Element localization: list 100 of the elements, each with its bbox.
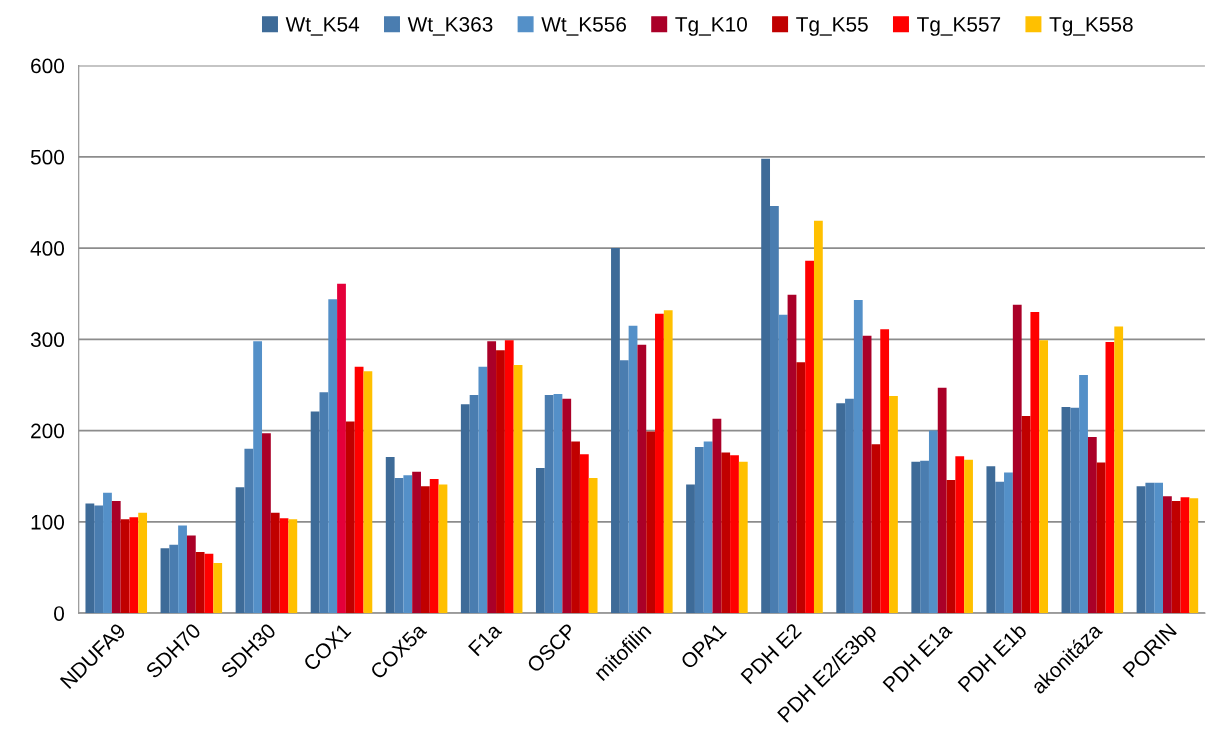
bar [730,455,739,614]
bar [288,519,298,614]
legend-label: Wt_K363 [407,16,493,36]
bar [244,448,254,614]
bar [253,341,263,614]
legend-label: Tg_K10 [675,16,747,36]
bar [813,220,823,614]
bar [770,206,779,614]
bar [337,283,346,614]
bar [995,481,1005,614]
bar [111,500,121,614]
bar [880,329,890,614]
bar [845,398,854,614]
bar [103,492,112,614]
bar [1070,407,1080,614]
bar [535,468,545,614]
bar [487,341,497,614]
bar [85,503,95,614]
bar [120,519,130,614]
bar [1012,304,1022,614]
legend-label: Tg_K55 [796,17,868,36]
bar [403,475,413,614]
bar [761,158,771,614]
bar [1163,496,1172,614]
bar [178,525,187,614]
bar [964,459,973,614]
bar [195,551,205,614]
bar [279,518,289,614]
bar [262,433,271,614]
bar [836,403,846,614]
bar [571,441,580,614]
bar [270,512,280,614]
y-tick-label: 300 [30,332,65,348]
bar [94,505,104,614]
bar [160,548,170,614]
bar [694,447,704,614]
bar [1079,374,1088,614]
bar [721,452,731,614]
bar [646,431,656,614]
bar [460,404,470,614]
bar [478,366,488,614]
bar [712,418,722,614]
bar [138,512,148,614]
bar [778,314,788,614]
legend-label: Tg_K557 [917,17,1001,36]
bar [345,421,355,614]
bar [1145,482,1155,614]
bar [235,487,245,614]
bar [544,395,554,614]
bar [579,454,589,614]
bar [1096,462,1106,614]
bar [1189,498,1199,614]
bar [787,294,797,614]
bar [619,360,629,614]
bar [204,553,214,614]
bar [946,479,956,614]
bar [310,411,320,614]
bar [169,544,179,614]
bar [438,484,448,614]
bar [588,478,598,614]
y-tick-label: 0 [54,606,65,621]
bar [394,478,404,614]
bar [628,325,638,614]
bar [928,430,938,614]
bar [637,344,647,614]
bar [853,300,863,614]
bar [1004,472,1013,614]
bar [889,395,898,614]
bar [686,484,695,614]
bar [1154,482,1164,614]
x-tick-label: F1a [468,622,503,657]
bar [412,471,421,614]
bar [385,457,395,614]
bar [562,398,572,614]
bar [1114,326,1124,614]
bar [354,366,364,614]
bar [805,260,814,614]
bar [363,371,373,614]
bar [1061,406,1071,614]
bar [319,392,329,614]
bar [504,340,514,614]
bar [911,461,921,614]
bar [469,395,479,614]
bar [129,517,139,614]
bar [1105,342,1115,614]
bar [986,466,996,614]
y-tick-label: 200 [31,423,65,439]
bar [871,444,881,614]
bar [328,299,338,614]
legend-label: Tg_K558 [1049,16,1133,36]
bar [1136,486,1146,614]
bar [1180,497,1190,614]
bar [862,335,872,614]
legend-label: Wt_K556 [541,16,626,36]
legend-label: Wt_K54 [285,17,360,36]
bar [186,535,196,614]
y-tick-label: 400 [30,241,65,256]
bar [420,486,430,614]
bar [955,456,965,614]
bar [1021,416,1031,614]
